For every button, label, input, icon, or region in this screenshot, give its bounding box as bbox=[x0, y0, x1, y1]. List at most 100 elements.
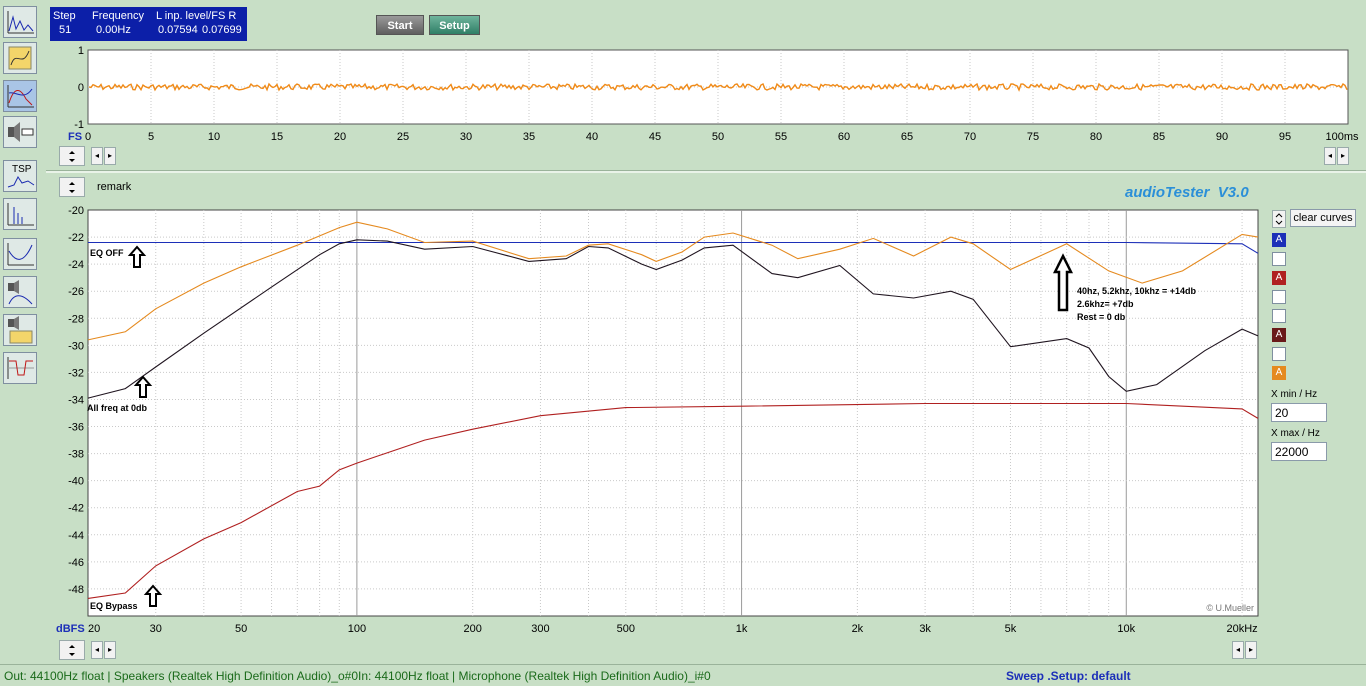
scope-y-scale-spinner[interactable] bbox=[59, 146, 85, 166]
curve-slot-2[interactable]: A bbox=[1272, 271, 1286, 285]
input-level-label: L inp. level/FS R bbox=[156, 10, 237, 22]
curve-slot-6[interactable] bbox=[1272, 347, 1286, 361]
response-curve-3 bbox=[87, 402, 1259, 599]
lissajous-icon bbox=[8, 46, 32, 70]
response-curve-2 bbox=[87, 239, 1259, 399]
x-tick-label: 10k bbox=[1117, 623, 1135, 635]
frequency-response-chart: -20 -22 -24 -26 -28 -30 -32 -34 -36 -38 -40 -42 -44 -… bbox=[56, 205, 1259, 635]
scope-trace bbox=[88, 82, 1348, 92]
x-min-field[interactable] bbox=[1271, 403, 1327, 422]
speaker-icon bbox=[8, 122, 34, 142]
y-tick-label: -48 bbox=[68, 584, 84, 596]
frequency-label: Frequency bbox=[92, 10, 144, 22]
curve-slot-7[interactable]: A bbox=[1272, 366, 1286, 380]
remark-spinner[interactable] bbox=[59, 177, 85, 197]
tsp-tool-button[interactable]: TSP bbox=[3, 160, 37, 192]
scope-x-tick-label: 85 bbox=[1153, 131, 1165, 143]
clear-curves-button[interactable]: clear curves bbox=[1290, 209, 1356, 227]
scope-scroll-right-button[interactable]: ▸ bbox=[104, 147, 116, 165]
speaker-measure-tool-button[interactable] bbox=[3, 276, 37, 308]
x-tick-label: 5k bbox=[1005, 623, 1017, 635]
x-tick-label: 200 bbox=[464, 623, 482, 635]
output-device-status: Out: 44100Hz float | Speakers (Realtek H… bbox=[4, 669, 358, 683]
scope-x-tick-label: 35 bbox=[523, 131, 535, 143]
chart-x-left-button[interactable]: ◂ bbox=[1232, 641, 1244, 659]
step-value: 51 bbox=[59, 24, 72, 36]
scope-x-tick-label: 20 bbox=[334, 131, 346, 143]
remark-label: remark bbox=[97, 181, 132, 193]
curve-slot-5[interactable]: A bbox=[1272, 328, 1286, 342]
filter-tool-button[interactable] bbox=[3, 352, 37, 384]
scope-x-right-button[interactable]: ▸ bbox=[1337, 147, 1349, 165]
x-tick-label: 1k bbox=[736, 623, 748, 635]
response-curve-icon bbox=[7, 85, 34, 108]
y-tick-label: -28 bbox=[68, 313, 84, 325]
speaker-config-icon bbox=[8, 316, 33, 344]
curve-slot-4[interactable] bbox=[1272, 309, 1286, 323]
svg-text:TSP: TSP bbox=[12, 164, 32, 175]
scope-x-left-button[interactable]: ◂ bbox=[1324, 147, 1336, 165]
chart-x-right-button[interactable]: ▸ bbox=[1245, 641, 1257, 659]
response-curve-1 bbox=[87, 221, 1259, 341]
x-tick-label: 30 bbox=[150, 623, 162, 635]
x-tick-label: 500 bbox=[617, 623, 635, 635]
scope-x-tick-label: 15 bbox=[271, 131, 283, 143]
scope-x-tick-label: 5 bbox=[148, 131, 154, 143]
y-tick-label: -34 bbox=[68, 394, 84, 406]
curve-slot-1[interactable] bbox=[1272, 252, 1286, 266]
x-max-field[interactable] bbox=[1271, 442, 1327, 461]
x-tick-label: 50 bbox=[235, 623, 247, 635]
speaker-config-tool-button[interactable] bbox=[3, 314, 37, 346]
y-tick-label: -36 bbox=[68, 422, 84, 434]
input-level-left: 0.07594 bbox=[158, 24, 198, 36]
distortion-tool-button[interactable] bbox=[3, 238, 37, 270]
curve-slot-0[interactable]: A bbox=[1272, 233, 1286, 247]
input-level-right: 0.07699 bbox=[202, 24, 242, 36]
measurement-readout: Step 51 Frequency 0.00Hz L inp. level/FS… bbox=[50, 7, 247, 41]
y-tick-label: -46 bbox=[68, 557, 84, 569]
eq-bypass-arrow-icon bbox=[143, 584, 163, 607]
x-tick-label: 2k bbox=[852, 623, 864, 635]
chart-y-scale-spinner[interactable] bbox=[59, 640, 85, 660]
scope-x-tick-label: 95 bbox=[1279, 131, 1291, 143]
eq-settings-arrow-icon bbox=[1052, 253, 1074, 312]
y-tick-label: -44 bbox=[68, 530, 84, 542]
distortion-icon bbox=[7, 243, 34, 266]
scope-x-tick-label: 70 bbox=[964, 131, 976, 143]
x-tick-label: 3k bbox=[919, 623, 931, 635]
scope-x-tick-label: 25 bbox=[397, 131, 409, 143]
eq-off-arrow-icon bbox=[127, 245, 147, 268]
scope-x-tick-label: 65 bbox=[901, 131, 913, 143]
time-domain-tool-button[interactable] bbox=[3, 6, 37, 38]
scope-fs-label: FS bbox=[68, 131, 82, 143]
lissajous-tool-button[interactable] bbox=[3, 42, 37, 74]
start-button[interactable]: Start bbox=[376, 15, 424, 35]
eq-settings-note-3: Rest = 0 db bbox=[1077, 312, 1126, 322]
curve-select-spinner[interactable] bbox=[1272, 210, 1286, 228]
chart-scroll-right-button[interactable]: ▸ bbox=[104, 641, 116, 659]
scope-x-tick-label: 30 bbox=[460, 131, 472, 143]
y-tick-label: -40 bbox=[68, 476, 84, 488]
curve-slot-3[interactable] bbox=[1272, 290, 1286, 304]
chart-scroll-left-button[interactable]: ◂ bbox=[91, 641, 103, 659]
frequency-response-tool-button[interactable] bbox=[3, 80, 37, 112]
x-tick-label: 100 bbox=[348, 623, 366, 635]
scope-x-tick-label: 80 bbox=[1090, 131, 1102, 143]
copyright-label: © U.Mueller bbox=[1206, 603, 1254, 613]
eq-off-annotation: EQ OFF bbox=[90, 248, 124, 258]
tsp-icon: TSP bbox=[7, 164, 35, 188]
y-tick-label: -42 bbox=[68, 503, 84, 515]
y-tick-label: -22 bbox=[68, 232, 84, 244]
impedance-icon bbox=[7, 203, 34, 226]
app-title: audioTester V3.0 bbox=[1125, 184, 1249, 201]
scope-x-tick-label: 10 bbox=[208, 131, 220, 143]
x-tick-label: 300 bbox=[531, 623, 549, 635]
scope-scroll-left-button[interactable]: ◂ bbox=[91, 147, 103, 165]
setup-button[interactable]: Setup bbox=[429, 15, 480, 35]
speaker-tool-button[interactable] bbox=[3, 116, 37, 148]
x-tick-label: 20kHz bbox=[1226, 623, 1257, 635]
impedance-tool-button[interactable] bbox=[3, 198, 37, 230]
y-axis-unit-label: dBFS bbox=[56, 623, 85, 635]
y-tick-label: -30 bbox=[68, 340, 84, 352]
y-tick-label: -24 bbox=[68, 259, 84, 271]
